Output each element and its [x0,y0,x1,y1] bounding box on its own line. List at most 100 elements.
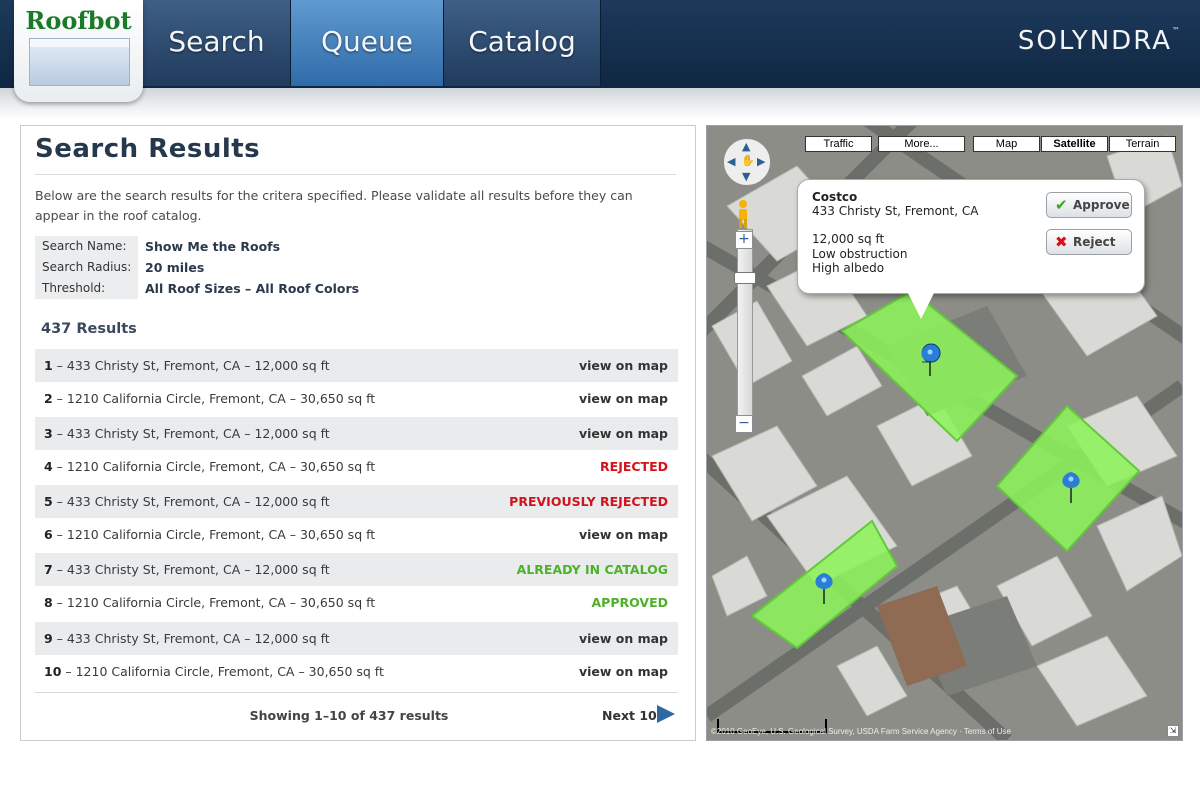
zoom-slider-track[interactable] [737,229,753,431]
nav-tab-search[interactable]: Search [143,0,291,86]
roofbot-logo[interactable]: Roofbot [14,0,143,102]
resize-icon[interactable]: ⇲ [1167,725,1179,737]
brand-trademark: ™ [1172,26,1180,35]
info-window: Costco 433 Christy St, Fremont, CA 12,00… [797,179,1145,294]
result-number: 4 [44,459,53,474]
result-text: 6 – 1210 California Circle, Fremont, CA … [44,527,376,542]
result-address: 433 Christy St, Fremont, CA – 12,000 sq … [66,631,330,646]
zoom-out-icon[interactable]: − [735,415,753,433]
table-row: 8 – 1210 California Circle, Fremont, CA … [35,586,678,619]
search-params: Search Name: Show Me the Roofs Search Ra… [35,236,359,299]
page-title: Search Results [35,134,261,164]
reject-label: Reject [1073,235,1116,249]
zoom-in-icon[interactable]: + [735,231,753,249]
info-window-address: 433 Christy St, Fremont, CA [812,204,979,218]
nav-tab-queue[interactable]: Queue [291,0,444,86]
result-count: 437 Results [41,321,137,337]
table-row: 10 – 1210 California Circle, Fremont, CA… [35,655,678,688]
footer-divider [35,692,678,693]
param-row-threshold: Threshold: All Roof Sizes – All Roof Col… [35,278,359,299]
param-value: 20 miles [145,260,205,275]
next-page-link[interactable]: Next 10 [602,708,657,723]
pan-up-icon[interactable]: ▲ [742,140,751,153]
pan-down-icon[interactable]: ▼ [742,170,751,183]
brand-name: SOLYNDRA [1017,26,1172,56]
reject-button[interactable]: ✖ Reject [1046,229,1132,255]
map-more-button[interactable]: More... [878,136,965,152]
result-address: 433 Christy St, Fremont, CA – 12,000 sq … [66,358,330,373]
info-window-pointer [907,291,935,319]
view-on-map-link[interactable]: view on map [578,358,668,373]
param-value: Show Me the Roofs [145,239,281,254]
map-type-controls: Map Satellite Terrain [973,136,1176,152]
result-address: 1210 California Circle, Fremont, CA – 30… [66,595,376,610]
search-results-panel: Search Results Below are the search resu… [20,125,696,741]
result-address: 1210 California Circle, Fremont, CA – 30… [66,391,376,406]
pan-control[interactable]: ▲ ▼ ◀ ▶ ✋ [723,138,771,186]
param-label: Threshold: [35,278,138,299]
result-address: 1210 California Circle, Fremont, CA – 30… [66,459,376,474]
result-address: 1210 California Circle, Fremont, CA – 30… [66,527,376,542]
result-number: 5 [44,494,53,509]
view-on-map-link[interactable]: view on map [578,664,668,679]
map-type-terrain[interactable]: Terrain [1109,136,1176,152]
info-window-obstruction: Low obstruction [812,247,908,261]
result-number: 10 [44,664,62,679]
result-text: 1 – 433 Christy St, Fremont, CA – 12,000… [44,358,330,373]
result-text: 9 – 433 Christy St, Fremont, CA – 12,000… [44,631,330,646]
next-arrow-icon[interactable] [657,705,675,723]
view-on-map-link[interactable]: view on map [578,631,668,646]
view-on-map-link[interactable]: view on map [578,391,668,406]
result-text: 5 – 433 Christy St, Fremont, CA – 12,000… [44,494,330,509]
result-address: 1210 California Circle, Fremont, CA – 30… [75,664,384,679]
table-row: 7 – 433 Christy St, Fremont, CA – 12,000… [35,553,678,586]
app-header: Search Queue Catalog SOLYNDRA™ [0,0,1200,88]
result-text: 7 – 433 Christy St, Fremont, CA – 12,000… [44,562,330,577]
roof-box-icon [29,38,130,86]
map-type-satellite[interactable]: Satellite [1041,136,1108,152]
result-address: 433 Christy St, Fremont, CA – 12,000 sq … [66,494,330,509]
table-row: 9 – 433 Christy St, Fremont, CA – 12,000… [35,622,678,655]
map-type-map[interactable]: Map [973,136,1040,152]
x-icon: ✖ [1055,233,1068,251]
satellite-map[interactable]: Traffic More... Map Satellite Terrain ▲ … [706,125,1183,741]
map-traffic-button[interactable]: Traffic [805,136,872,152]
result-text: 2 – 1210 California Circle, Fremont, CA … [44,391,376,406]
param-label: Search Name: [35,236,138,257]
nav-tab-catalog[interactable]: Catalog [444,0,601,86]
result-text: 3 – 433 Christy St, Fremont, CA – 12,000… [44,426,330,441]
result-number: 8 [44,595,53,610]
table-row: 4 – 1210 California Circle, Fremont, CA … [35,450,678,483]
info-window-size: 12,000 sq ft [812,232,885,246]
info-window-title: Costco [812,190,858,204]
param-row-name: Search Name: Show Me the Roofs [35,236,359,257]
status-previously-rejected: PREVIOUSLY REJECTED [509,494,668,509]
table-row: 1 – 433 Christy St, Fremont, CA – 12,000… [35,349,678,382]
view-on-map-link[interactable]: view on map [578,426,668,441]
view-on-map-link[interactable]: view on map [578,527,668,542]
param-row-radius: Search Radius: 20 miles [35,257,359,278]
map-controls-left: Traffic More... [805,136,965,152]
brand-logo: SOLYNDRA™ [1018,26,1180,56]
result-number: 3 [44,426,53,441]
result-number: 1 [44,358,53,373]
logo-text: Roofbot [25,6,132,35]
param-label: Search Radius: [35,257,138,278]
pan-right-icon[interactable]: ▶ [757,155,766,168]
hand-icon: ✋ [741,154,755,167]
table-row: 5 – 433 Christy St, Fremont, CA – 12,000… [35,485,678,518]
result-address: 433 Christy St, Fremont, CA – 12,000 sq … [66,562,330,577]
status-rejected: REJECTED [600,459,668,474]
result-text: 4 – 1210 California Circle, Fremont, CA … [44,459,376,474]
param-value: All Roof Sizes – All Roof Colors [145,281,360,296]
result-number: 6 [44,527,53,542]
approve-button[interactable]: ✔ Approve [1046,192,1132,218]
zoom-slider-handle[interactable] [734,272,756,284]
result-text: 10 – 1210 California Circle, Fremont, CA… [44,664,384,679]
map-attribution[interactable]: ©2010 GeoEye, U.S. Geological Survey, US… [711,727,1011,736]
header-shadow [0,88,1200,120]
results-list: 1 – 433 Christy St, Fremont, CA – 12,000… [35,349,678,688]
pan-left-icon[interactable]: ◀ [727,155,736,168]
pegman-icon[interactable] [736,199,750,229]
result-number: 2 [44,391,53,406]
